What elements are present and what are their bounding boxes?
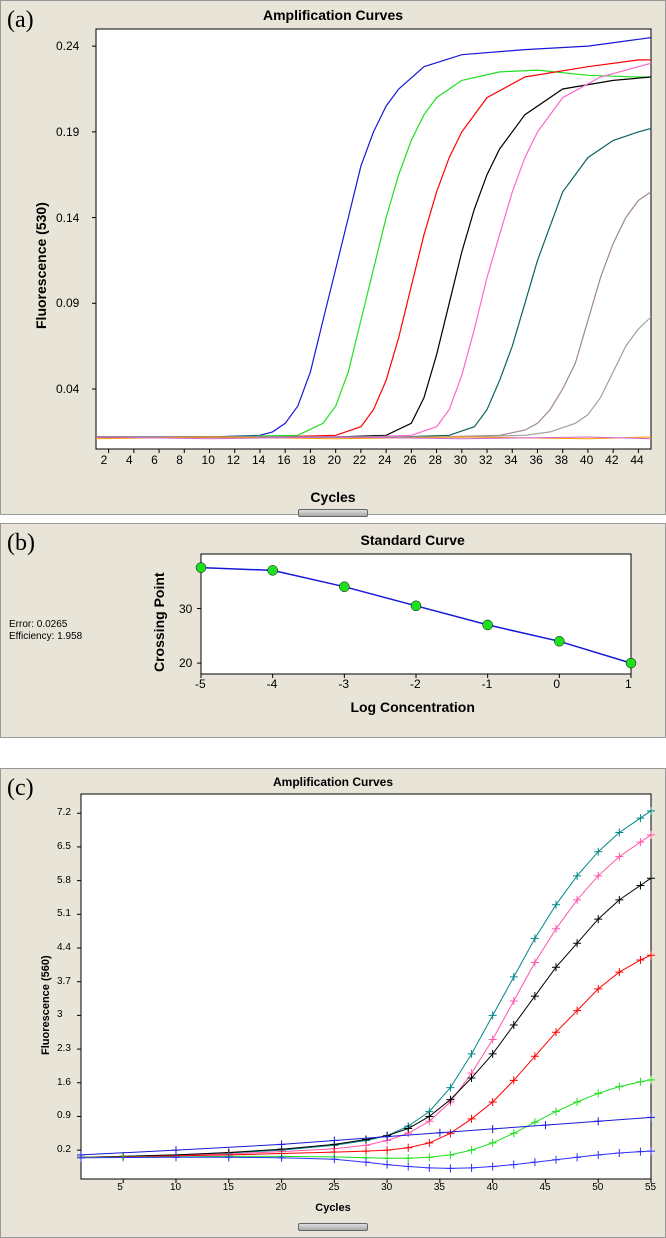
xtick: 24 xyxy=(378,453,391,467)
xtick: 22 xyxy=(353,453,366,467)
ytick: 4.4 xyxy=(57,942,71,953)
ytick: 30 xyxy=(179,602,192,616)
xtick: 0 xyxy=(553,677,560,691)
ytick: 0.2 xyxy=(57,1144,71,1155)
xtick: 34 xyxy=(504,453,517,467)
panel-b-label: (b) xyxy=(7,530,35,557)
xtick: -1 xyxy=(482,677,493,691)
xtick: 38 xyxy=(555,453,568,467)
xtick: 26 xyxy=(403,453,416,467)
panel-b-title: Standard Curve xyxy=(361,532,465,548)
xtick: 35 xyxy=(434,1182,445,1193)
ytick: 0.14 xyxy=(56,211,79,225)
panel-c-plot xyxy=(81,794,651,1179)
panel-c-ylabel: Fluorescence (560) xyxy=(40,915,52,1055)
panel-b-xlabel: Log Concentration xyxy=(350,699,474,715)
xtick: 40 xyxy=(487,1182,498,1193)
panel-a-xlabel: Cycles xyxy=(310,489,355,505)
ytick: 20 xyxy=(179,656,192,670)
panel-b-efficiency-text: Efficiency: 1.958 xyxy=(9,631,82,642)
xtick: 15 xyxy=(223,1182,234,1193)
xtick: 32 xyxy=(479,453,492,467)
ytick: 0.09 xyxy=(56,296,79,310)
xtick: 25 xyxy=(328,1182,339,1193)
panel-b-error-text: Error: 0.0265 xyxy=(9,619,67,630)
xtick: 30 xyxy=(381,1182,392,1193)
ytick: 0.04 xyxy=(56,382,79,396)
panel-b-ylabel: Crossing Point xyxy=(151,552,167,672)
panel-a-label: (a) xyxy=(7,7,34,34)
panel-a-title: Amplification Curves xyxy=(263,7,403,23)
panel-a-plot xyxy=(96,29,651,449)
xtick: -2 xyxy=(410,677,421,691)
xtick: 50 xyxy=(592,1182,603,1193)
xtick: 1 xyxy=(625,677,632,691)
panel-b-plot xyxy=(201,554,631,674)
xtick: 20 xyxy=(276,1182,287,1193)
ytick: 0.24 xyxy=(56,39,79,53)
ytick: 0.9 xyxy=(57,1110,71,1121)
xtick: 36 xyxy=(529,453,542,467)
panel-a: (a) Amplification Curves Fluorescence (5… xyxy=(0,0,666,515)
xtick: 14 xyxy=(252,453,265,467)
splitter-handle[interactable] xyxy=(298,509,368,517)
xtick: 4 xyxy=(126,453,133,467)
ytick: 7.2 xyxy=(57,807,71,818)
ytick: 6.5 xyxy=(57,841,71,852)
ytick: 5.8 xyxy=(57,875,71,886)
xtick: 20 xyxy=(328,453,341,467)
xtick: 5 xyxy=(117,1182,123,1193)
xtick: 30 xyxy=(454,453,467,467)
panel-a-ylabel: Fluorescence (530) xyxy=(33,169,49,329)
ytick: 0.19 xyxy=(56,125,79,139)
xtick: 18 xyxy=(302,453,315,467)
xtick: 16 xyxy=(277,453,290,467)
xtick: 45 xyxy=(539,1182,550,1193)
xtick: 40 xyxy=(580,453,593,467)
ytick: 5.1 xyxy=(57,908,71,919)
xtick: 10 xyxy=(170,1182,181,1193)
panel-b: (b) Standard Curve Error: 0.0265 Efficie… xyxy=(0,523,666,738)
xtick: 6 xyxy=(151,453,158,467)
xtick: -3 xyxy=(338,677,349,691)
xtick: 28 xyxy=(429,453,442,467)
ytick: 3.7 xyxy=(57,976,71,987)
xtick: 2 xyxy=(101,453,108,467)
xtick: 8 xyxy=(176,453,183,467)
ytick: 1.6 xyxy=(57,1077,71,1088)
panel-c-label: (c) xyxy=(7,775,34,802)
xtick: 10 xyxy=(202,453,215,467)
panel-c-xlabel: Cycles xyxy=(315,1202,350,1214)
ytick: 2.3 xyxy=(57,1043,71,1054)
xtick: -4 xyxy=(267,677,278,691)
xtick: 44 xyxy=(630,453,643,467)
xtick: 42 xyxy=(605,453,618,467)
panel-c: (c) Amplification Curves Fluorescence (5… xyxy=(0,768,666,1238)
panel-c-title: Amplification Curves xyxy=(273,775,393,789)
xtick: 55 xyxy=(645,1182,656,1193)
xtick: 12 xyxy=(227,453,240,467)
ytick: 3 xyxy=(57,1009,63,1020)
xtick: -5 xyxy=(195,677,206,691)
